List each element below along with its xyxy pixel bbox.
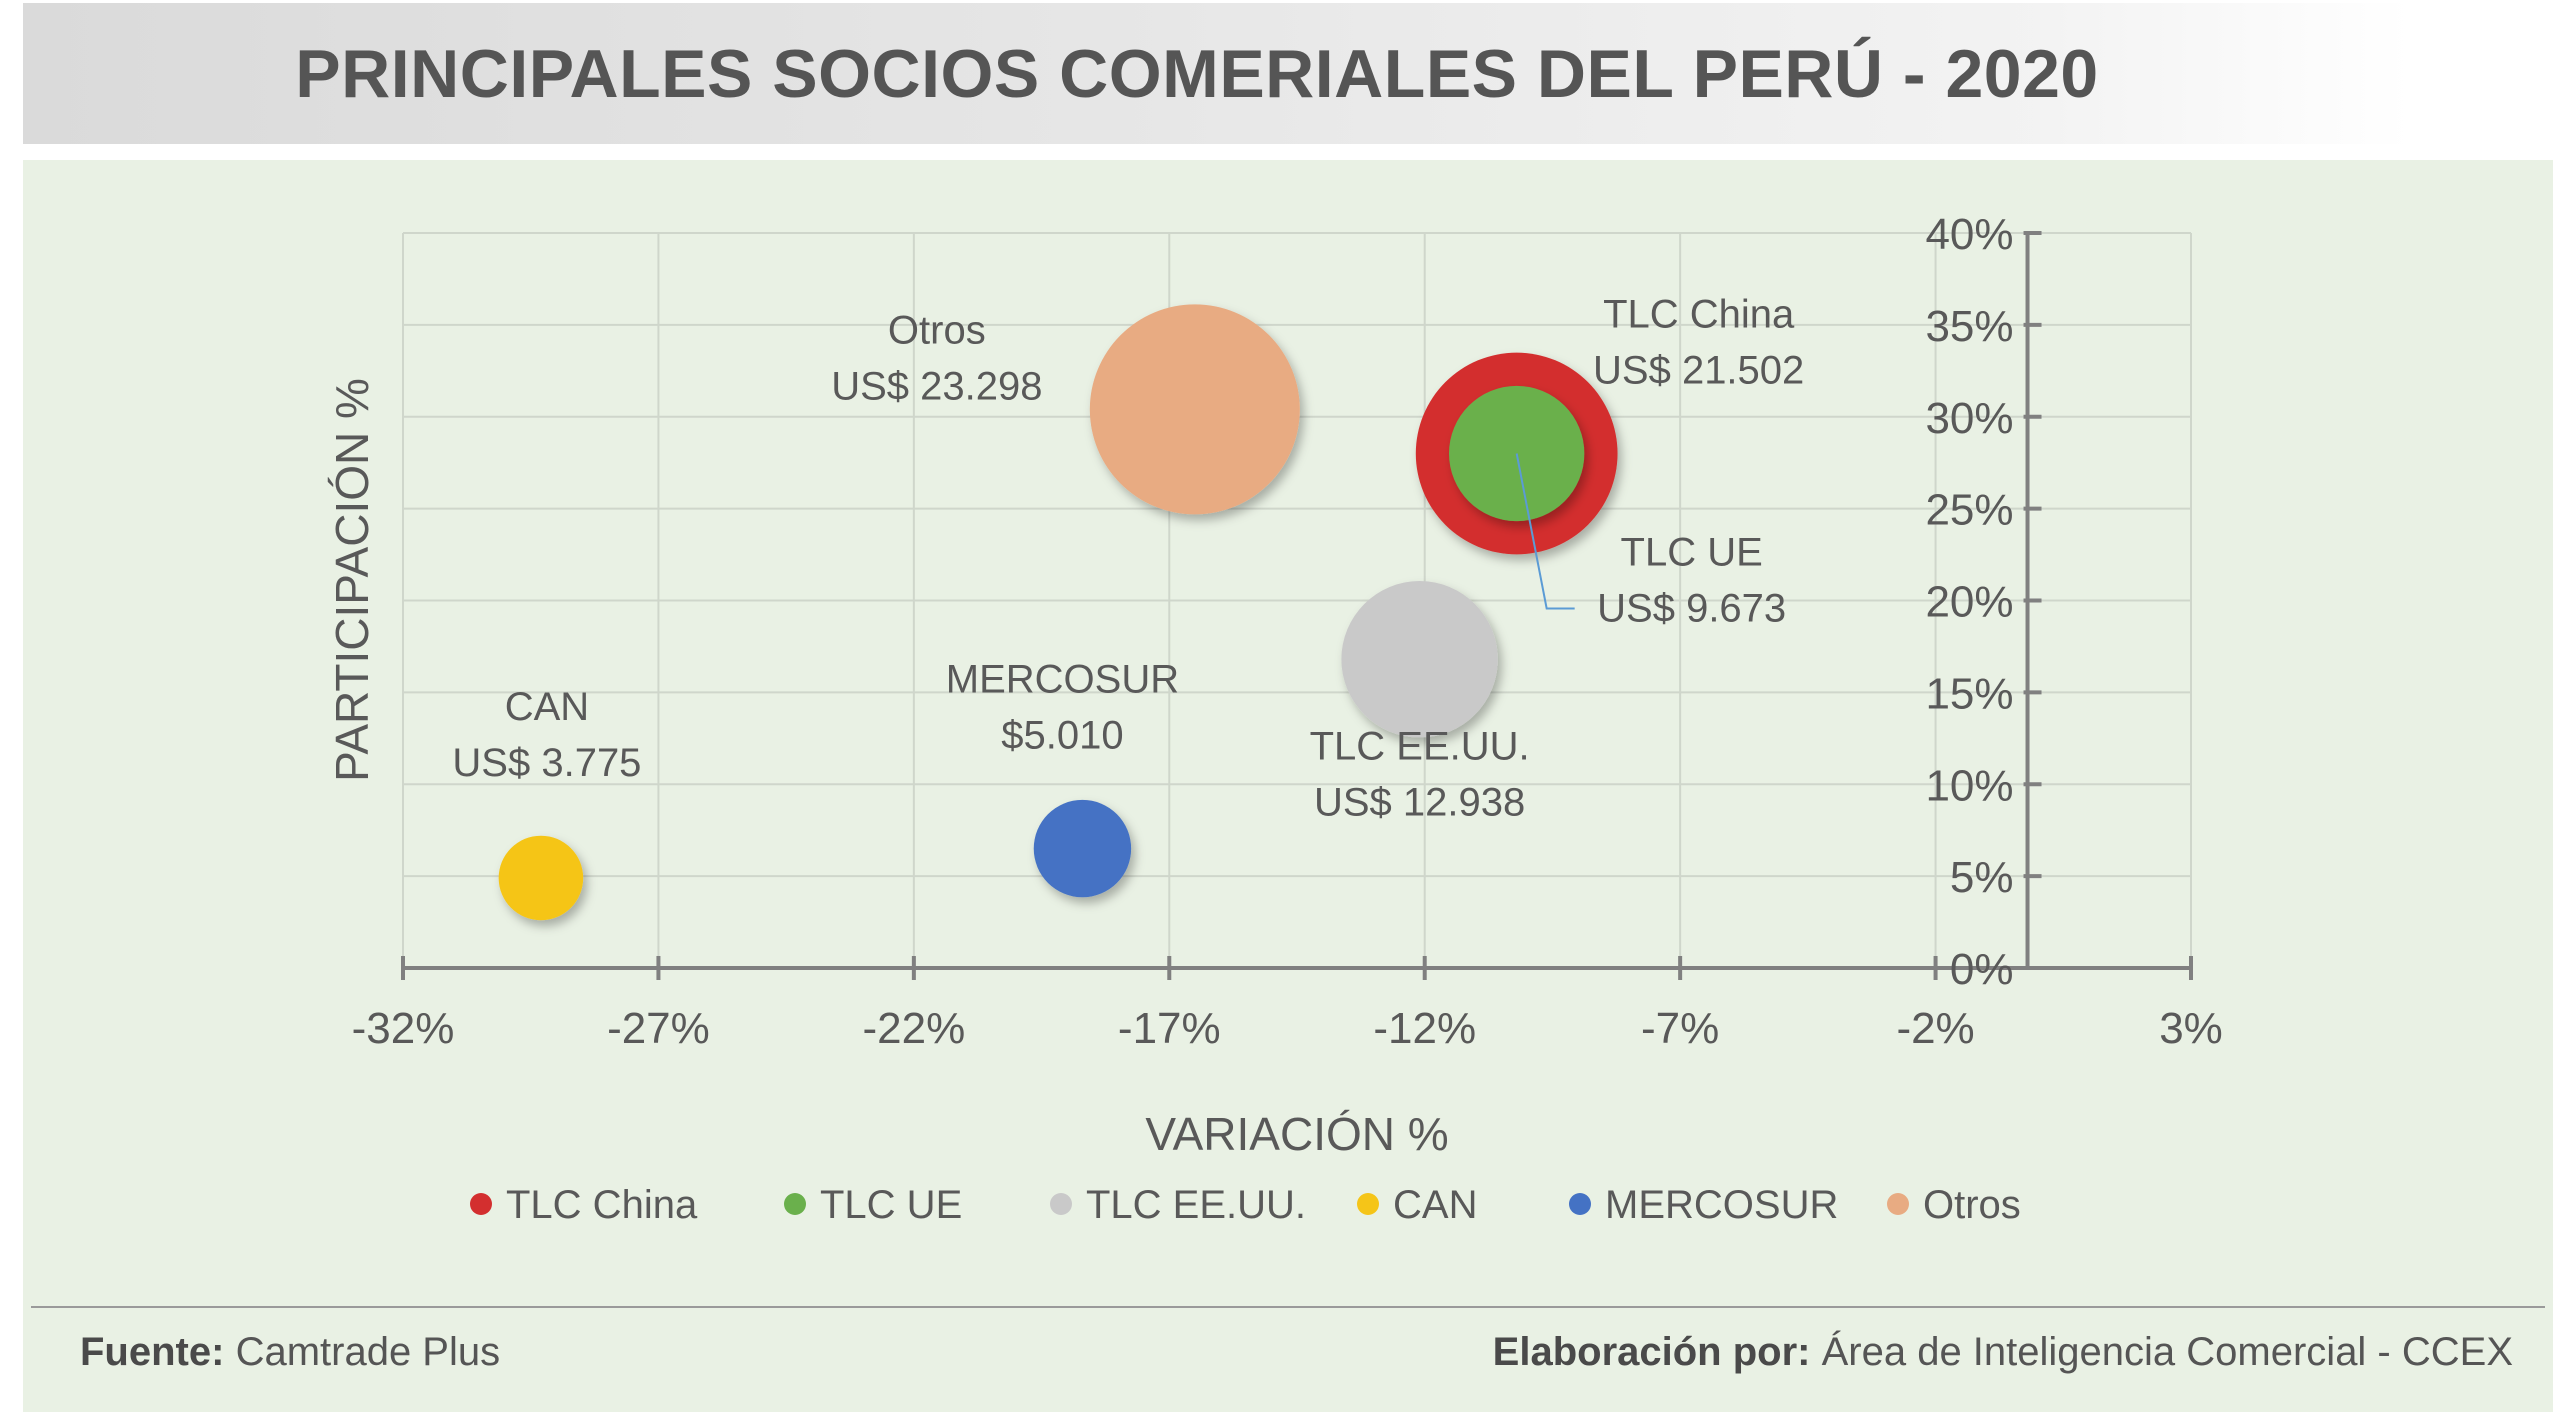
legend-marker <box>1887 1193 1909 1215</box>
bubble-mercosur <box>1033 799 1132 898</box>
y-tick-label: 40% <box>1925 210 2013 259</box>
chart-title: PRINCIPALES SOCIOS COMERIALES DEL PERÚ -… <box>295 35 2099 112</box>
x-axis-title: VARIACIÓN % <box>1145 1108 1448 1160</box>
x-tick-label: -12% <box>1373 1004 1476 1053</box>
data-label-value: $5.010 <box>1001 714 1123 758</box>
legend-label: Otros <box>1923 1183 2021 1227</box>
legend-marker <box>1569 1193 1591 1215</box>
chart-panel: -32% -27% -22% -17% -12% -7% -2% 3% 0% 5% 10% 15% 20… <box>23 160 2553 1412</box>
title-bar: PRINCIPALES SOCIOS COMERIALES DEL PERÚ -… <box>23 3 2411 144</box>
y-tick-label: 20% <box>1925 578 2013 627</box>
y-tick-label: 15% <box>1925 669 2013 718</box>
legend-label: TLC EE.UU. <box>1086 1183 1306 1227</box>
data-label-value: US$ 21.502 <box>1593 349 1804 393</box>
data-label-name: TLC China <box>1603 293 1795 337</box>
legend-label: TLC China <box>506 1183 698 1227</box>
x-tick-label: -32% <box>352 1004 455 1053</box>
footer-source: Fuente: Camtrade Plus <box>80 1330 500 1375</box>
y-tick-label: 25% <box>1925 486 2013 535</box>
credit-value: Área de Inteligencia Comercial - CCEX <box>1821 1330 2513 1374</box>
x-tick-label: -22% <box>862 1004 965 1053</box>
legend-label: TLC UE <box>820 1183 962 1227</box>
bubble-can <box>498 835 584 921</box>
x-tick-label: 3% <box>2159 1004 2223 1053</box>
data-label-value: US$ 23.298 <box>831 364 1042 408</box>
leader-line-tlc-ue <box>1515 453 1575 610</box>
source-label: Fuente: <box>80 1330 225 1374</box>
grid <box>402 232 2192 969</box>
legend-marker <box>784 1193 806 1215</box>
y-tick-label: 35% <box>1925 302 2013 351</box>
footer-divider <box>31 1306 2545 1308</box>
data-labels: TLC China US$ 21.502 TLC UE US$ 9.673 TLC EE… <box>452 293 1804 825</box>
data-label-name: MERCOSUR <box>946 658 1179 702</box>
legend: TLC China TLC UE TLC EE.UU. CAN MERCOSUR Otro… <box>470 1183 2021 1227</box>
data-label-name: Otros <box>888 308 986 352</box>
y-tick-label: 5% <box>1950 853 2014 902</box>
data-label-value: US$ 3.775 <box>452 741 641 785</box>
credit-label: Elaboración por: <box>1492 1330 1811 1374</box>
source-value: Camtrade Plus <box>235 1330 501 1374</box>
legend-label: CAN <box>1393 1183 1477 1227</box>
bubble-chart: -32% -27% -22% -17% -12% -7% -2% 3% 0% 5% 10% 15% 20… <box>326 210 2223 1227</box>
data-label-value: US$ 12.938 <box>1314 780 1525 824</box>
data-label-name: TLC EE.UU. <box>1310 724 1530 768</box>
x-tick-label: -2% <box>1896 1004 1974 1053</box>
bubble-otros <box>1089 304 1300 515</box>
y-tick-label: 0% <box>1950 945 2014 994</box>
data-label-value: US$ 9.673 <box>1597 587 1786 631</box>
y-axis-title: PARTICIPACIÓN % <box>326 378 378 782</box>
legend-marker <box>1357 1193 1379 1215</box>
bubble-tlc-ee-uu <box>1341 581 1498 738</box>
x-tick-label: -17% <box>1118 1004 1221 1053</box>
legend-label: MERCOSUR <box>1605 1183 1838 1227</box>
y-tick-label: 30% <box>1925 394 2013 443</box>
data-label-name: CAN <box>505 685 589 729</box>
axes: -32% -27% -22% -17% -12% -7% -2% 3% 0% 5% 10% 15% 20… <box>326 210 2223 1160</box>
y-tick-label: 10% <box>1925 761 2013 810</box>
legend-marker <box>1050 1193 1072 1215</box>
x-tick-label: -27% <box>607 1004 710 1053</box>
footer-credit: Elaboración por: Área de Inteligencia Co… <box>1493 1330 2513 1375</box>
x-tick-label: -7% <box>1641 1004 1719 1053</box>
data-label-name: TLC UE <box>1621 531 1763 575</box>
legend-marker <box>470 1193 492 1215</box>
bubbles <box>498 304 1618 921</box>
